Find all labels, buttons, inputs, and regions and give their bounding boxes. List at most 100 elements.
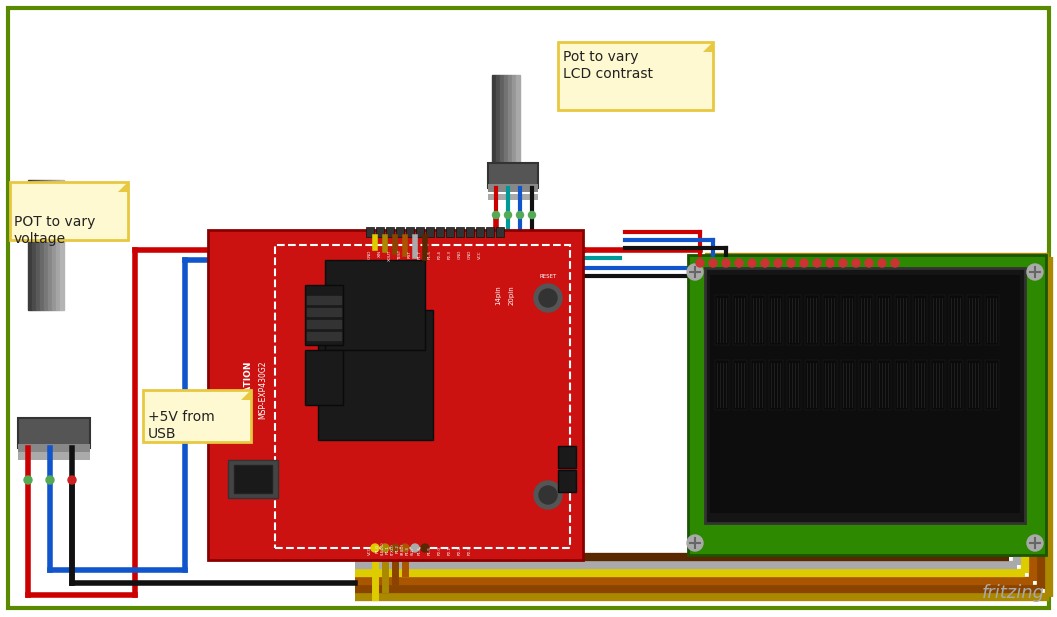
Bar [18,418,90,448]
Bar [307,320,341,328]
Bar [733,360,747,410]
Bar [967,360,981,410]
Text: P2.0: P2.0 [438,546,442,555]
Circle shape [534,284,562,312]
Text: MSP-EXP430G2: MSP-EXP430G2 [259,361,267,419]
Circle shape [865,259,873,267]
Bar [715,295,729,345]
Circle shape [800,259,808,267]
FancyBboxPatch shape [143,390,251,442]
Bar [48,180,52,310]
Text: P1.0
(LED1): P1.0 (LED1) [375,541,385,555]
Circle shape [735,259,743,267]
Circle shape [687,535,703,551]
Bar [500,75,504,165]
Bar [476,227,484,237]
Circle shape [401,544,409,552]
Bar [913,295,927,345]
Text: P2.2: P2.2 [458,546,462,555]
Circle shape [517,212,523,218]
Bar [307,296,341,304]
Bar [715,360,729,410]
Bar [931,360,945,410]
Circle shape [534,481,562,509]
Bar [456,227,464,237]
Bar [877,360,891,410]
Polygon shape [118,182,128,192]
Bar [823,295,837,345]
Bar [752,295,765,345]
Bar [913,360,927,410]
Bar [859,295,873,345]
Bar [18,444,90,452]
Polygon shape [703,42,713,52]
Bar [52,180,56,310]
Text: 20pin: 20pin [509,285,515,305]
Circle shape [839,259,847,267]
Bar [985,360,999,410]
Bar [769,295,783,345]
Bar [307,308,341,316]
Bar [32,180,36,310]
Bar [435,227,444,237]
Bar [769,360,783,410]
Text: P1.5: P1.5 [428,250,432,259]
Bar [496,227,504,237]
Text: TEST: TEST [398,250,402,260]
Bar [416,227,424,237]
Text: P2.3: P2.3 [448,250,452,259]
Text: RESET: RESET [539,275,557,280]
Bar [877,295,891,345]
Text: P1.7: P1.7 [418,250,422,259]
Bar [841,295,855,345]
Bar [56,180,60,310]
Text: P1.3
(S2): P1.3 (S2) [406,546,414,555]
Bar [488,163,538,188]
Bar [446,227,455,237]
Bar [426,227,434,237]
Circle shape [852,259,860,267]
Bar [318,310,433,440]
Bar [406,227,414,237]
Bar [895,360,909,410]
Bar [985,295,999,345]
Bar [40,180,44,310]
Bar [504,75,508,165]
Circle shape [68,476,76,484]
Text: P2.1: P2.1 [448,546,452,555]
Circle shape [371,544,379,552]
Bar [558,470,576,492]
Circle shape [539,486,557,504]
Text: fritzing: fritzing [982,584,1045,602]
Text: XIN: XIN [378,250,382,257]
Text: P1.4: P1.4 [418,546,422,555]
Polygon shape [241,390,251,400]
Bar [307,332,341,340]
Bar [208,230,583,560]
Circle shape [891,259,900,267]
Text: P2.3: P2.3 [468,546,472,555]
Circle shape [813,259,821,267]
Circle shape [787,259,795,267]
Text: Pot to vary
LCD contrast: Pot to vary LCD contrast [563,50,653,81]
Circle shape [826,259,834,267]
Text: P1.5: P1.5 [428,546,432,555]
Bar [496,75,500,165]
Bar [386,227,394,237]
Circle shape [1027,264,1043,280]
Bar [688,255,1046,555]
Bar [36,180,40,310]
Bar [488,184,538,192]
Circle shape [381,544,389,552]
Text: XOUT: XOUT [388,250,392,262]
Bar [787,295,801,345]
Circle shape [47,476,54,484]
Bar [949,360,963,410]
Bar [27,180,32,310]
Bar [466,227,474,237]
Circle shape [761,259,769,267]
Circle shape [722,259,730,267]
Text: P1.1
(TXD): P1.1 (TXD) [386,543,394,555]
Text: EMULATION: EMULATION [243,360,253,420]
Bar [516,75,520,165]
